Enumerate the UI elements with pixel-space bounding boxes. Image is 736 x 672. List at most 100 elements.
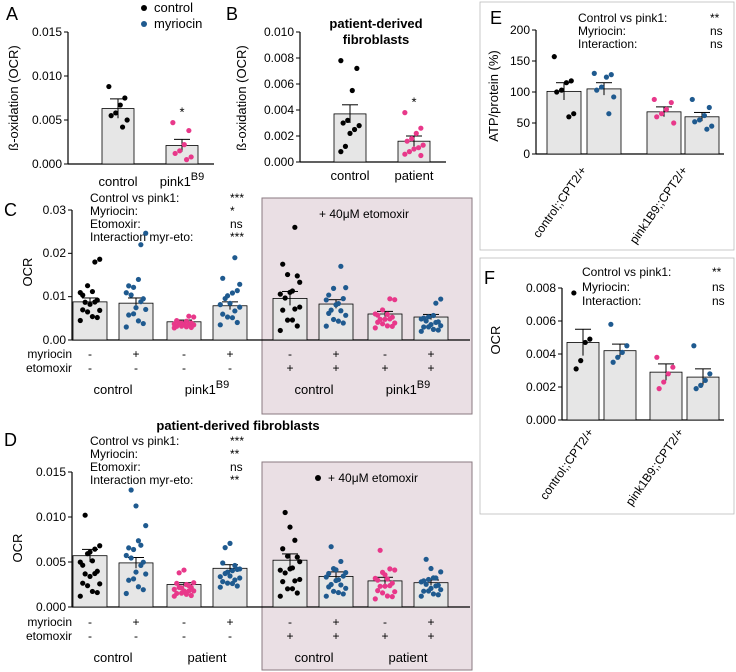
data-point-d-3-6	[232, 577, 238, 583]
data-point-c-0-8	[82, 299, 88, 305]
data-point-d-0-13	[80, 562, 86, 568]
data-point-d-0-3	[84, 583, 91, 589]
y-axis-label-b: ß-oxidation (OCR)	[234, 45, 249, 150]
data-point-e-2-5	[671, 120, 677, 126]
data-point-f-1-0	[608, 321, 614, 327]
data-point-d-2-4	[174, 590, 180, 597]
data-point-d-7-14	[438, 569, 444, 575]
group-label-c-1-text: pink1	[185, 382, 216, 397]
myriocin-sign-c-4: -	[288, 347, 292, 361]
group-label-d-1: patient	[187, 650, 226, 665]
legend-marker-control	[141, 5, 147, 11]
myriocin-sign-d-2: -	[182, 615, 186, 629]
data-point-f-3-0	[691, 343, 697, 349]
data-point-d-4-15	[292, 537, 298, 543]
significance-label-a-1: *	[179, 105, 184, 120]
data-point-c-7-7	[428, 321, 434, 328]
data-point-c-5-5	[343, 312, 349, 318]
data-point-d-4-5	[297, 576, 303, 583]
data-point-a-1-3	[177, 148, 183, 154]
y-tick-label-a-3: 0.015	[32, 25, 62, 39]
y-tick-label-d-3: 0.015	[36, 465, 66, 479]
data-point-d-7-4	[421, 588, 427, 594]
data-point-d-4-3	[284, 586, 291, 592]
data-point-c-4-10	[294, 273, 300, 279]
data-point-c-6-14	[392, 297, 398, 303]
data-point-f-0-0	[571, 290, 577, 296]
data-point-d-2-16	[181, 567, 187, 573]
y-tick-label-f-2: 0.004	[526, 347, 556, 361]
data-point-c-4-0	[277, 327, 283, 334]
data-point-e-2-1	[668, 99, 674, 106]
data-point-d-6-2	[384, 593, 391, 599]
data-point-c-0-5	[97, 307, 103, 313]
data-point-d-1-8	[128, 555, 134, 561]
etomoxir-sign-c-6: +	[381, 361, 388, 375]
data-point-d-2-13	[174, 580, 180, 586]
data-point-f-1-2	[619, 349, 625, 355]
row-label-etomoxir-c: etomoxir	[26, 361, 72, 375]
data-point-d-1-9	[123, 552, 129, 559]
data-point-d-0-11	[89, 558, 96, 564]
panel-border-f	[479, 257, 735, 515]
group-label-c-3-superscript: B9	[417, 379, 430, 391]
data-point-c-7-1	[435, 327, 441, 333]
data-point-a-1-0	[170, 120, 176, 126]
myriocin-sign-d-1: +	[132, 615, 139, 629]
data-point-c-3-10	[234, 288, 240, 294]
data-point-d-0-16	[87, 549, 93, 555]
data-point-d-0-8	[82, 571, 88, 577]
data-point-d-3-0	[217, 584, 223, 590]
data-point-d-3-12	[224, 569, 231, 575]
data-point-c-5-14	[343, 285, 349, 291]
data-point-c-1-7	[133, 305, 139, 311]
data-point-c-6-3	[379, 321, 386, 327]
data-point-d-1-17	[128, 487, 134, 493]
data-point-d-3-7	[227, 573, 233, 579]
data-point-a-0-4	[108, 113, 114, 119]
chart-title-d: patient-derived fibroblasts	[156, 418, 319, 433]
data-point-d-6-11	[384, 576, 391, 582]
x-tick-label-b-1: patient	[394, 168, 433, 183]
data-point-c-1-1	[140, 320, 146, 327]
data-point-d-7-13	[421, 578, 427, 584]
data-point-c-3-6	[232, 308, 238, 314]
stat-label-d-2: Etomoxir:	[90, 460, 141, 474]
data-point-b-1-1	[418, 125, 424, 131]
data-point-d-5-14	[343, 570, 349, 576]
data-point-c-4-8	[282, 295, 288, 301]
panel-label-d: D	[4, 430, 17, 450]
data-point-c-3-0	[217, 322, 223, 328]
data-point-b-1-9	[402, 151, 408, 157]
stat-label-c-0: Control vs pink1:	[90, 191, 179, 205]
data-point-b-1-0	[402, 110, 408, 116]
data-point-f-0-4	[573, 366, 579, 372]
data-point-c-0-13	[80, 292, 86, 298]
group-label-d-0: control	[93, 650, 132, 665]
myriocin-sign-c-5: +	[332, 347, 339, 361]
data-point-d-3-13	[220, 560, 226, 566]
bar-e-3	[684, 116, 720, 155]
data-point-c-7-2	[430, 326, 437, 332]
myriocin-sign-c-0: -	[88, 347, 92, 361]
x-group-label-f-0: control;;CPT2/+	[537, 426, 596, 503]
myriocin-sign-d-5: +	[332, 615, 339, 629]
data-point-c-5-10	[340, 295, 346, 302]
data-point-e-1-1	[608, 72, 614, 78]
y-tick-label-b-0: 0.000	[264, 155, 294, 169]
data-point-b-1-5	[420, 142, 426, 148]
group-label-d-3: patient	[388, 650, 427, 665]
data-point-e-1-3	[598, 84, 605, 90]
data-point-d-6-14	[392, 567, 398, 573]
data-point-d-3-11	[229, 568, 236, 574]
data-point-a-0-1	[122, 95, 128, 101]
stat-value-d-1: **	[230, 447, 240, 461]
data-point-e-1-0	[591, 70, 597, 76]
data-point-d-4-11	[289, 565, 296, 571]
data-point-f-3-2	[702, 377, 708, 383]
data-point-c-4-15	[292, 224, 298, 230]
data-point-c-2-11	[183, 318, 190, 324]
data-point-c-7-0	[418, 328, 424, 334]
data-point-c-3-5	[237, 304, 243, 310]
data-point-d-7-12	[425, 576, 432, 583]
